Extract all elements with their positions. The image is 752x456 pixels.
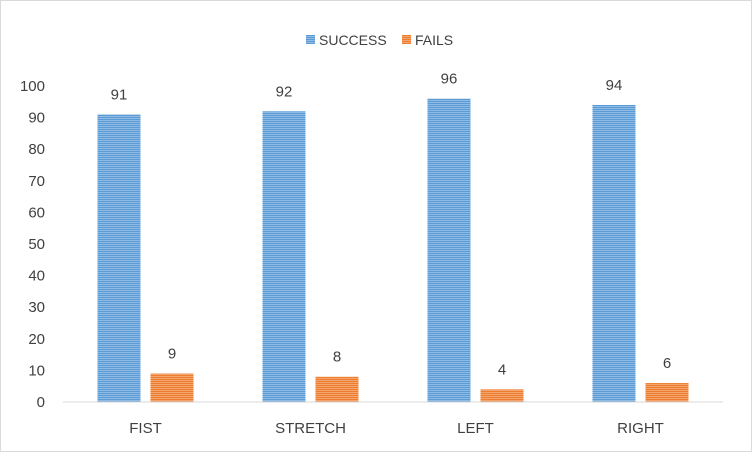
- bar-fails-stretch: [315, 376, 359, 402]
- x-axis: FIST STRETCH LEFT RIGHT: [63, 401, 723, 437]
- data-label-success-left: 96: [441, 71, 458, 88]
- y-tick-label: 10: [28, 362, 45, 379]
- y-tick-label: 60: [28, 204, 45, 221]
- legend-label-success: SUCCESS: [319, 32, 387, 48]
- y-axis: 0 10 20 30 40 50 60 70 80 90 100: [20, 78, 45, 411]
- y-tick-label: 50: [28, 236, 45, 253]
- y-tick-label: 0: [37, 394, 45, 411]
- legend-label-fails: FAILS: [415, 32, 453, 48]
- bar-fails-fist: [150, 373, 194, 402]
- data-label-fails-left: 4: [498, 361, 506, 378]
- bar-success-fist: [97, 114, 141, 402]
- data-label-success-fist: 91: [111, 86, 128, 103]
- y-tick-label: 20: [28, 331, 45, 348]
- x-tick-label-fist: FIST: [129, 420, 162, 437]
- y-tick-label: 100: [20, 78, 45, 95]
- y-tick-label: 40: [28, 268, 45, 285]
- data-label-success-stretch: 92: [276, 83, 293, 100]
- bars: 91 9 92 8 96 4 94 6: [97, 71, 689, 403]
- legend-swatch-success: [306, 35, 315, 44]
- y-tick-label: 70: [28, 173, 45, 190]
- data-label-fails-fist: 9: [168, 346, 176, 363]
- data-label-success-right: 94: [606, 77, 623, 94]
- y-tick-label: 90: [28, 110, 45, 127]
- x-tick-label-left: LEFT: [457, 420, 494, 437]
- data-label-fails-stretch: 8: [333, 349, 341, 366]
- y-tick-label: 80: [28, 141, 45, 158]
- legend: SUCCESS FAILS: [306, 32, 453, 48]
- x-tick-label-right: RIGHT: [617, 420, 664, 437]
- data-label-fails-right: 6: [663, 355, 671, 372]
- legend-swatch-fails: [402, 35, 411, 44]
- bar-success-right: [592, 104, 636, 403]
- bar-fails-left: [480, 389, 524, 402]
- y-tick-label: 30: [28, 299, 45, 316]
- bar-fails-right: [645, 383, 689, 402]
- x-tick-label-stretch: STRETCH: [275, 420, 346, 437]
- bar-success-left: [427, 98, 471, 402]
- bar-success-stretch: [262, 111, 306, 402]
